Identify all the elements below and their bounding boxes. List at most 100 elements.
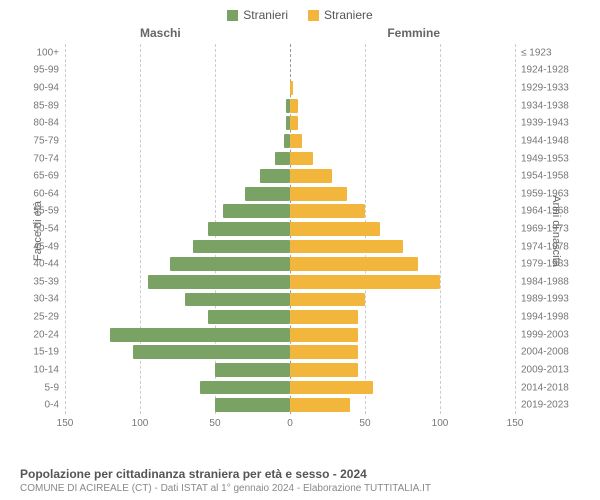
bar-male	[110, 328, 290, 342]
birth-year-label: 1979-1983	[515, 259, 569, 270]
bar-female	[290, 275, 440, 289]
bar-female	[290, 116, 298, 130]
bar-female	[290, 345, 358, 359]
age-label: 0-4	[45, 400, 65, 411]
bar-male	[193, 240, 291, 254]
bar-female	[290, 381, 373, 395]
age-label: 25-29	[33, 312, 65, 323]
legend-swatch-female	[308, 10, 319, 21]
age-label: 95-99	[33, 65, 65, 76]
pyramid-row	[65, 79, 515, 97]
birth-year-label: 2004-2008	[515, 347, 569, 358]
bar-male	[200, 381, 290, 395]
bar-female	[290, 398, 350, 412]
age-label: 90-94	[33, 83, 65, 94]
pyramid-row	[65, 203, 515, 221]
bar-male	[133, 345, 291, 359]
birth-year-label: 1964-1968	[515, 206, 569, 217]
age-label: 75-79	[33, 135, 65, 146]
age-label: 35-39	[33, 276, 65, 287]
pyramid-row	[65, 291, 515, 309]
age-label: 20-24	[33, 329, 65, 340]
pyramid-row	[65, 361, 515, 379]
x-tick: 100	[132, 414, 149, 429]
x-tick: 150	[507, 414, 524, 429]
birth-year-label: 1994-1998	[515, 312, 569, 323]
pyramid-row	[65, 396, 515, 414]
pyramid-row	[65, 273, 515, 291]
age-label: 85-89	[33, 100, 65, 111]
footer: Popolazione per cittadinanza straniera p…	[20, 467, 431, 494]
bar-female	[290, 293, 365, 307]
x-tick: 50	[359, 414, 370, 429]
bar-male	[260, 169, 290, 183]
age-label: 30-34	[33, 294, 65, 305]
birth-year-label: 1934-1938	[515, 100, 569, 111]
footer-title: Popolazione per cittadinanza straniera p…	[20, 467, 431, 481]
legend-label-male: Stranieri	[243, 8, 288, 22]
pyramid-row	[65, 114, 515, 132]
header-male: Maschi	[140, 26, 181, 40]
pyramid-row	[65, 326, 515, 344]
bar-male	[245, 187, 290, 201]
pyramid-row	[65, 379, 515, 397]
bar-female	[290, 257, 418, 271]
footer-subtitle: COMUNE DI ACIREALE (CT) - Dati ISTAT al …	[20, 483, 431, 494]
bar-female	[290, 99, 298, 113]
pyramid-row	[65, 62, 515, 80]
age-label: 60-64	[33, 188, 65, 199]
age-label: 70-74	[33, 153, 65, 164]
legend-item-female: Straniere	[308, 8, 373, 22]
x-tick: 150	[57, 414, 74, 429]
legend-label-female: Straniere	[324, 8, 373, 22]
pyramid-row	[65, 150, 515, 168]
bar-female	[290, 152, 313, 166]
legend: Stranieri Straniere	[0, 0, 600, 26]
x-tick: 0	[287, 414, 293, 429]
legend-item-male: Stranieri	[227, 8, 288, 22]
birth-year-label: 1924-1928	[515, 65, 569, 76]
pyramid-row	[65, 44, 515, 62]
bar-male	[215, 363, 290, 377]
pyramid-row	[65, 308, 515, 326]
birth-year-label: 1949-1953	[515, 153, 569, 164]
bar-female	[290, 204, 365, 218]
header-female: Femmine	[387, 26, 440, 40]
birth-year-label: 1954-1958	[515, 171, 569, 182]
bar-female	[290, 310, 358, 324]
bar-male	[185, 293, 290, 307]
bar-male	[215, 398, 290, 412]
birth-year-label: ≤ 1923	[515, 47, 552, 58]
pyramid-row	[65, 255, 515, 273]
age-label: 65-69	[33, 171, 65, 182]
birth-year-label: 2014-2018	[515, 382, 569, 393]
bar-female	[290, 81, 293, 95]
bar-female	[290, 134, 302, 148]
pyramid-row	[65, 185, 515, 203]
bar-female	[290, 328, 358, 342]
bar-male	[170, 257, 290, 271]
bar-male	[148, 275, 291, 289]
age-label: 5-9	[45, 382, 65, 393]
bar-female	[290, 240, 403, 254]
birth-year-label: 2009-2013	[515, 364, 569, 375]
birth-year-label: 1969-1973	[515, 224, 569, 235]
pyramid-row	[65, 238, 515, 256]
age-label: 15-19	[33, 347, 65, 358]
pyramid-row	[65, 220, 515, 238]
birth-year-label: 1929-1933	[515, 83, 569, 94]
age-label: 45-49	[33, 241, 65, 252]
pyramid-row	[65, 167, 515, 185]
birth-year-label: 1984-1988	[515, 276, 569, 287]
bar-male	[275, 152, 290, 166]
bar-female	[290, 169, 332, 183]
legend-swatch-male	[227, 10, 238, 21]
x-tick: 100	[432, 414, 449, 429]
age-label: 10-14	[33, 364, 65, 375]
age-label: 40-44	[33, 259, 65, 270]
plot: 100+≤ 192395-991924-192890-941929-193385…	[65, 44, 515, 414]
chart-area: Maschi Femmine Fasce di età Anni di nasc…	[20, 26, 580, 436]
birth-year-label: 1989-1993	[515, 294, 569, 305]
pyramid-row	[65, 97, 515, 115]
pyramid-row	[65, 344, 515, 362]
